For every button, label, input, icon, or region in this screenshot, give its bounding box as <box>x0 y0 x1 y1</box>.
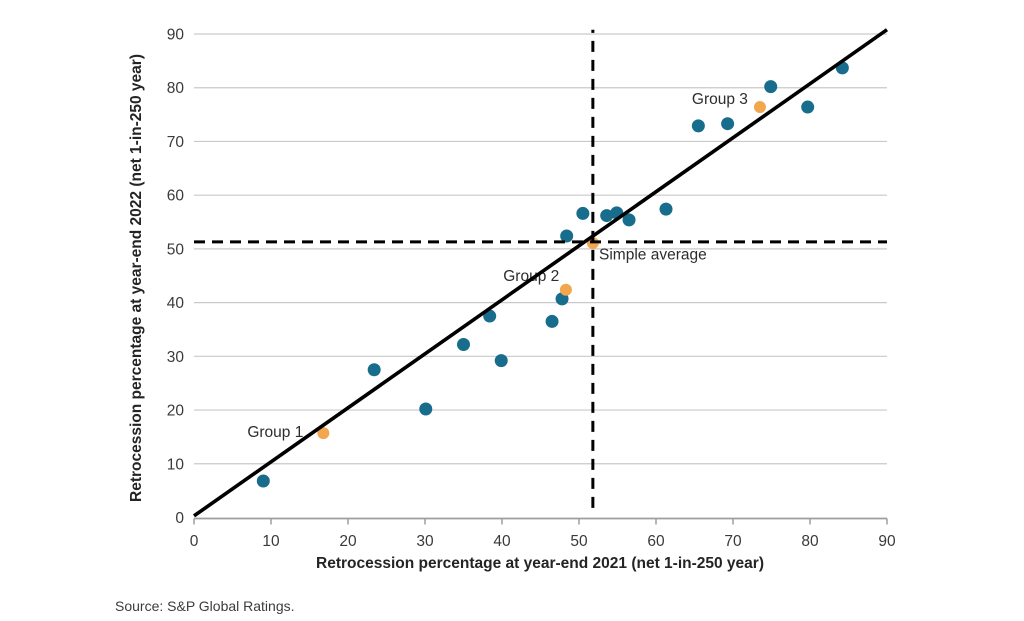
x-tick-label: 60 <box>647 533 665 550</box>
data-point-reinsurers-blue <box>622 213 636 227</box>
y-tick-label: 10 <box>167 456 185 473</box>
data-point-groups-orange <box>753 101 766 114</box>
data-point-reinsurers-blue <box>659 202 673 216</box>
axis-layer: 0 10 20 30 40 50 60 70 80 90 0 10 20 30 40 50 60 70 80 90 <box>167 27 896 551</box>
x-tick-label: 10 <box>262 533 280 550</box>
y-tick-label: 20 <box>167 403 185 420</box>
data-point-reinsurers-blue <box>494 354 508 368</box>
data-point-groups-orange <box>559 283 572 296</box>
annotation-label: Simple average <box>599 247 707 264</box>
y-tick-label: 70 <box>167 134 185 151</box>
y-tick-label: 90 <box>167 27 185 44</box>
data-point-reinsurers-blue <box>457 338 470 352</box>
annotation-label: Group 3 <box>692 91 748 108</box>
x-tick-label: 0 <box>190 533 199 550</box>
y-axis-title: Retrocession percentage at year-end 2022… <box>128 54 145 502</box>
x-tick-label: 90 <box>878 533 896 550</box>
data-point-reinsurers-blue <box>256 474 270 488</box>
gridlines-layer <box>194 33 887 465</box>
x-tick-label: 30 <box>416 533 434 550</box>
data-point-reinsurers-blue <box>545 314 559 328</box>
data-point-reinsurers-blue <box>576 206 590 220</box>
y-tick-label: 40 <box>167 295 185 312</box>
data-point-reinsurers-blue <box>764 80 778 94</box>
reference-lines-layer <box>192 28 889 518</box>
data-point-reinsurers-blue <box>721 117 735 131</box>
x-tick-label: 80 <box>801 533 819 550</box>
data-point-reinsurers-blue <box>801 100 815 114</box>
x-tick-label: 40 <box>493 533 511 550</box>
identity-line <box>192 28 889 518</box>
x-tick-label: 70 <box>724 533 742 550</box>
data-point-reinsurers-blue <box>367 363 381 377</box>
data-point-reinsurers-blue <box>419 402 433 416</box>
data-point-reinsurers-blue <box>560 229 574 243</box>
y-tick-label: 50 <box>167 241 185 258</box>
data-point-reinsurers-blue <box>600 209 614 223</box>
y-tick-label: 30 <box>167 349 185 366</box>
data-point-groups-orange <box>317 427 330 440</box>
annotations-layer: Group 1 Group 2 Group 3 Simple average <box>247 91 748 441</box>
annotation-label: Group 1 <box>247 424 303 441</box>
data-point-reinsurers-blue <box>691 119 705 133</box>
x-tick-label: 50 <box>570 533 588 550</box>
x-tick-label: 20 <box>339 533 357 550</box>
x-axis-title: Retrocession percentage at year-end 2021… <box>316 555 764 572</box>
annotation-label: Group 2 <box>503 268 559 285</box>
y-tick-label: 0 <box>175 510 184 527</box>
source-note: Source: S&P Global Ratings. <box>115 598 295 614</box>
y-tick-label: 60 <box>167 188 185 205</box>
y-tick-label: 80 <box>167 80 185 97</box>
